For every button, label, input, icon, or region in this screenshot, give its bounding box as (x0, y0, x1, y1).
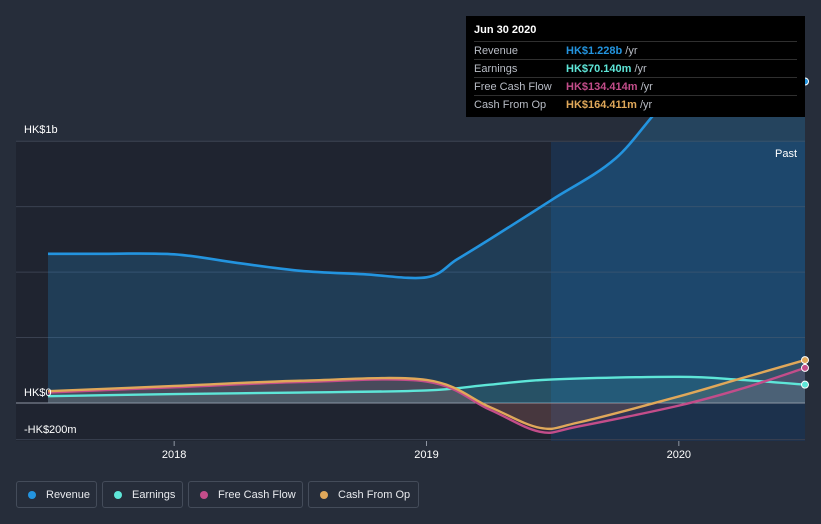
past-label: Past (775, 148, 797, 160)
legend-item-revenue[interactable]: Revenue (16, 481, 97, 508)
tooltip-row: Earnings HK$70.140m/yr (474, 59, 797, 77)
legend-dot-icon (200, 490, 208, 499)
x-tick-label: 2020 (667, 449, 691, 461)
x-tick-label: 2019 (414, 449, 438, 461)
tooltip-row: Free Cash Flow HK$134.414m/yr (474, 77, 797, 95)
legend-item-cash-from-op[interactable]: Cash From Op (308, 481, 419, 508)
series-end-markers (801, 77, 809, 389)
free-cash-flow-end-point (801, 363, 809, 372)
cash-from-op-area (48, 360, 805, 429)
tooltip-series-value: HK$164.411m (566, 98, 637, 111)
tooltip-series-unit: /yr (625, 44, 638, 57)
tooltip-series-value: HK$1.228b (566, 44, 623, 57)
earnings-area (48, 376, 805, 403)
y-tick-label: HK$1b (24, 124, 58, 136)
legend-label: Free Cash Flow (218, 488, 296, 501)
tooltip-row: Revenue HK$1.228b/yr (474, 41, 797, 59)
tooltip-date: Jun 30 2020 (474, 24, 537, 36)
legend-dot-icon (114, 490, 122, 499)
tooltip-series-name: Free Cash Flow (474, 80, 552, 93)
revenue-area (48, 81, 805, 404)
tooltip: Jun 30 2020 Revenue HK$1.228b/yr Earnings H… (466, 16, 805, 117)
tooltip-series-unit: /yr (634, 62, 647, 75)
legend-label: Revenue (46, 488, 91, 501)
legend-item-free-cash-flow[interactable]: Free Cash Flow (188, 481, 303, 508)
y-tick-label: -HK$200m (24, 424, 77, 436)
legend-label: Earnings (132, 488, 176, 501)
y-tick-label: HK$0 (24, 387, 52, 399)
earnings-line (47, 375, 806, 398)
tooltip-rows: Revenue HK$1.228b/yr Earnings HK$70.140m/yr… (474, 41, 797, 113)
free-cash-flow-area (48, 367, 805, 433)
tooltip-series-unit: /yr (640, 80, 653, 93)
legend-dot-icon (320, 490, 328, 499)
gridlines (16, 140, 805, 441)
cash-from-op-line (47, 358, 806, 431)
cash-from-op-end-point (801, 356, 809, 365)
tooltip-series-value: HK$134.414m (566, 80, 638, 93)
earnings-end-point (801, 380, 809, 389)
legend-dot-icon (28, 490, 36, 499)
tooltip-series-name: Earnings (474, 62, 518, 75)
x-tick-label: 2018 (162, 449, 186, 461)
series-areas (48, 81, 805, 433)
legend-label: Cash From Op (338, 488, 411, 501)
past-region-highlight (551, 142, 805, 441)
x-axis-labels: 2018 2019 2020 (162, 441, 691, 461)
tooltip-series-name: Revenue (474, 44, 519, 57)
tooltip-series-unit: /yr (639, 98, 653, 111)
y-axis-labels: HK$1b HK$0 -HK$200m (24, 124, 77, 436)
tooltip-row: Cash From Op HK$164.411m/yr (474, 95, 797, 113)
tooltip-series-name: Cash From Op (474, 98, 547, 111)
free-cash-flow-line (47, 366, 806, 434)
legend-item-earnings[interactable]: Earnings (102, 481, 183, 508)
tooltip-series-value: HK$70.140m (566, 62, 632, 75)
